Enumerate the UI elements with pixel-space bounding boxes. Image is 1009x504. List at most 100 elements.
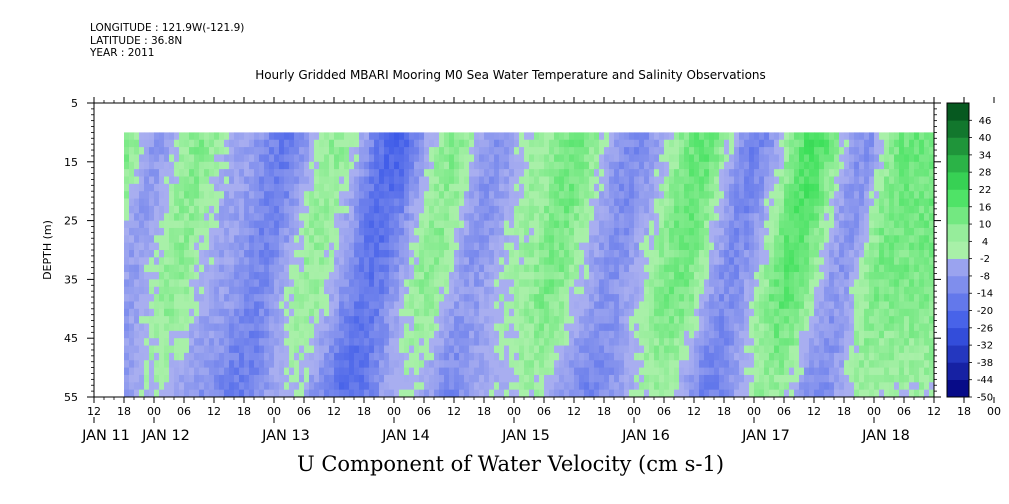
heatmap-cell — [254, 352, 260, 361]
heatmap-cell — [654, 323, 660, 332]
heatmap-cell — [449, 227, 455, 236]
heatmap-cell — [459, 301, 465, 310]
heatmap-cell — [434, 286, 440, 295]
heatmap-cell — [664, 374, 670, 383]
heatmap-cell — [489, 294, 495, 302]
heatmap-cell — [629, 316, 635, 324]
heatmap-cell — [484, 323, 490, 332]
heatmap-cell — [499, 205, 505, 214]
heatmap-cell — [499, 316, 505, 324]
heatmap-cell — [379, 382, 385, 391]
heatmap-cell — [639, 367, 645, 376]
heatmap-cell — [479, 191, 485, 199]
heatmap-cell — [774, 220, 780, 229]
heatmap-cell — [244, 257, 250, 266]
heatmap-cell — [134, 132, 140, 141]
heatmap-cell — [539, 360, 545, 368]
heatmap-cell — [604, 264, 610, 273]
heatmap-cell — [344, 139, 350, 148]
heatmap-cell — [534, 183, 540, 192]
heatmap-cell — [484, 338, 490, 346]
heatmap-cell — [479, 213, 485, 221]
heatmap-cell — [354, 161, 360, 170]
heatmap-cell — [339, 330, 345, 339]
heatmap-cell — [484, 250, 490, 258]
heatmap-cell — [294, 132, 300, 141]
heatmap-cell — [209, 205, 215, 214]
heatmap-cell — [524, 205, 530, 214]
heatmap-cell — [739, 382, 745, 391]
heatmap-cell — [534, 176, 540, 185]
heatmap-cell — [139, 169, 145, 177]
heatmap-cell — [549, 161, 555, 170]
heatmap-cell — [184, 220, 190, 229]
heatmap-cell — [614, 272, 620, 280]
heatmap-cell — [604, 323, 610, 332]
heatmap-cell — [354, 286, 360, 295]
heatmap-cell — [414, 360, 420, 368]
heatmap-cell — [434, 235, 440, 244]
heatmap-cell — [574, 367, 580, 376]
heatmap-cell — [484, 183, 490, 192]
heatmap-cell — [134, 220, 140, 229]
heatmap-cell — [219, 323, 225, 332]
heatmap-cell — [484, 205, 490, 214]
heatmap-cell — [404, 272, 410, 280]
heatmap-cell — [239, 360, 245, 368]
heatmap-cell — [734, 338, 740, 346]
heatmap-cell — [604, 161, 610, 170]
heatmap-cell — [419, 198, 425, 207]
heatmap-cell — [224, 323, 230, 332]
heatmap-cell — [399, 132, 405, 141]
heatmap-cell — [444, 367, 450, 376]
heatmap-cell — [784, 242, 790, 251]
heatmap-cell — [459, 389, 465, 398]
heatmap-cell — [619, 132, 625, 141]
heatmap-cell — [694, 176, 700, 185]
heatmap-cell — [384, 220, 390, 229]
heatmap-cell — [199, 205, 205, 214]
heatmap-cell — [654, 169, 660, 177]
heatmap-cell — [294, 220, 300, 229]
heatmap-cell — [159, 360, 165, 368]
heatmap-cell — [254, 286, 260, 295]
heatmap-cell — [259, 220, 265, 229]
heatmap-cell — [674, 352, 680, 361]
heatmap-cell — [149, 147, 155, 155]
heatmap-cell — [614, 323, 620, 332]
heatmap-cell — [624, 308, 630, 317]
heatmap-cell — [294, 176, 300, 185]
heatmap-cell — [724, 176, 730, 185]
heatmap-cell — [134, 316, 140, 324]
heatmap-cell — [209, 389, 215, 398]
heatmap-cell — [609, 316, 615, 324]
heatmap-cell — [724, 250, 730, 258]
heatmap-cell — [349, 176, 355, 185]
heatmap-cell — [194, 235, 200, 244]
heatmap-cell — [269, 198, 275, 207]
heatmap-cell — [179, 352, 185, 361]
heatmap-cell — [549, 227, 555, 236]
heatmap-cell — [529, 242, 535, 251]
heatmap-cell — [514, 169, 520, 177]
heatmap-cell — [684, 191, 690, 199]
heatmap-cell — [804, 227, 810, 236]
heatmap-cell — [549, 294, 555, 302]
heatmap-cell — [414, 382, 420, 391]
heatmap-cell — [334, 316, 340, 324]
heatmap-cell — [154, 367, 160, 376]
heatmap-cell — [134, 301, 140, 310]
heatmap-cell — [339, 323, 345, 332]
heatmap-cell — [664, 235, 670, 244]
heatmap-cell — [419, 389, 425, 398]
heatmap-cell — [654, 198, 660, 207]
heatmap-cell — [519, 220, 525, 229]
heatmap-cell — [209, 154, 215, 163]
heatmap-cell — [259, 139, 265, 148]
heatmap-cell — [284, 198, 290, 207]
heatmap-cell — [794, 242, 800, 251]
heatmap-cell — [679, 330, 685, 339]
heatmap-cell — [314, 139, 320, 148]
heatmap-cell — [159, 279, 165, 288]
heatmap-cell — [284, 242, 290, 251]
